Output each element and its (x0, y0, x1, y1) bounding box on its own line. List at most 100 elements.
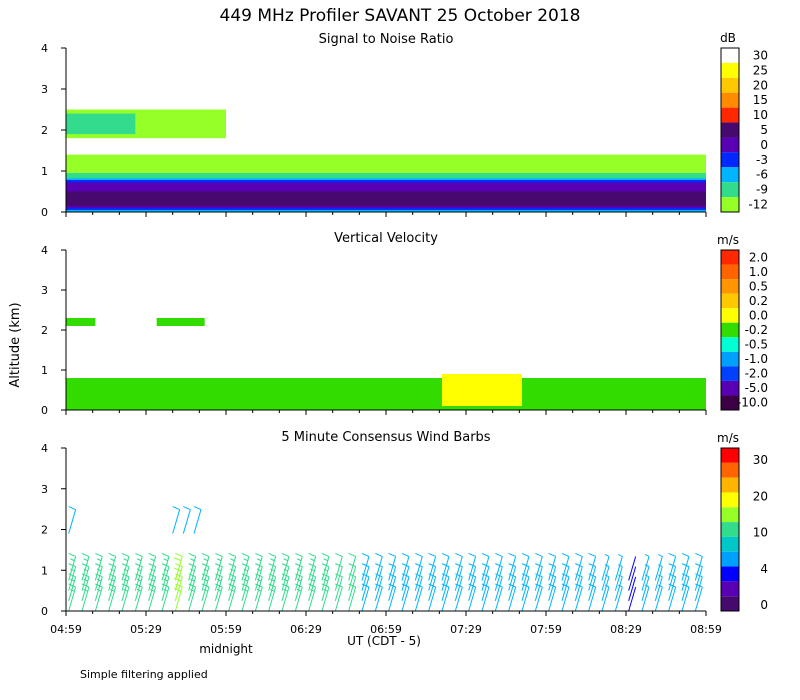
y-tick-label: 1 (41, 165, 48, 178)
wind-barb (681, 573, 690, 601)
colorbar-swatch (721, 581, 739, 597)
wind-barb (401, 552, 410, 581)
wind-barb (294, 563, 303, 591)
colorbar-label: 2.0 (749, 250, 768, 264)
wind-barb (81, 573, 90, 601)
wind-barb (201, 583, 210, 612)
wind-barb (401, 563, 410, 591)
colorbar-swatch (721, 492, 739, 508)
wind-barb (108, 563, 117, 591)
wind-barb (321, 573, 330, 601)
wind-barb (681, 583, 690, 612)
wind-barb (161, 563, 170, 591)
wind-barb (521, 552, 530, 581)
wind-barb (454, 552, 463, 581)
wind-barb (108, 583, 117, 612)
wind-barb (388, 552, 397, 581)
wind-barb (308, 563, 317, 591)
colorbar-swatch (721, 566, 739, 582)
y-axis-label: Altitude (km) (8, 302, 23, 387)
x-tick-label: 08:59 (690, 623, 722, 636)
wind-barb (254, 552, 263, 581)
wind-barb (68, 563, 77, 591)
wind-barb (414, 573, 423, 601)
colorbar-swatch (721, 137, 739, 153)
wind-barb (348, 573, 357, 601)
wind-barb (121, 573, 130, 601)
y-tick-label: 2 (41, 124, 48, 137)
wind-barb (561, 552, 570, 581)
colorbar-label: 30 (753, 453, 768, 467)
wind-barb (94, 573, 103, 601)
y-tick-label: 4 (41, 42, 48, 55)
colorbar-swatch (721, 152, 739, 168)
colorbar-swatch (721, 522, 739, 537)
colorbar-swatch (721, 551, 739, 567)
wind-barb (641, 553, 650, 581)
colorbar-label: -0.5 (745, 338, 768, 352)
wind-barb (494, 552, 503, 581)
data-layer-5 (66, 191, 706, 206)
wind-barb (81, 563, 90, 591)
colorbar-swatch (721, 48, 739, 63)
y-tick-label: 4 (41, 442, 48, 455)
colorbar-swatch (721, 462, 739, 478)
wind-barb (414, 583, 423, 612)
data-layer--9 (66, 113, 136, 135)
wind-barb (561, 563, 570, 591)
wind-barb (628, 556, 637, 581)
wind-barb (614, 553, 623, 581)
colorbar-frame (720, 447, 740, 612)
wind-barb (454, 583, 463, 612)
colorbar-swatch (721, 596, 739, 611)
wind-barb (414, 563, 423, 591)
y-tick-label: 3 (41, 483, 48, 496)
wind-barb (173, 552, 183, 581)
x-tick-label: 06:59 (370, 623, 402, 636)
wind-barb (268, 552, 277, 581)
wind-barb (508, 552, 517, 581)
wind-barb (81, 552, 90, 581)
wind-barb (494, 583, 503, 612)
panel-title: 5 Minute Consensus Wind Barbs (281, 430, 490, 445)
wind-barb (348, 583, 357, 612)
panel-0: Signal to Noise Ratio01234dB302520151050… (41, 31, 768, 219)
wind-barb (94, 563, 103, 591)
colorbar-frame (720, 47, 740, 213)
colorbar-swatch (721, 197, 739, 212)
colorbar-label: 20 (753, 489, 768, 503)
wind-barb (281, 583, 290, 612)
wind-barb (441, 573, 450, 601)
wind-barb (228, 552, 237, 581)
wind-barb (654, 574, 663, 601)
colorbar-swatch (721, 167, 739, 183)
wind-barb (268, 573, 277, 601)
wind-barb (601, 584, 610, 612)
wind-barb (374, 563, 383, 591)
colorbar-label: 25 (753, 63, 768, 77)
wind-barb (694, 563, 703, 591)
wind-barb (414, 552, 423, 581)
colorbar-label: 1.0 (749, 265, 768, 279)
wind-barb (361, 552, 370, 581)
colorbar-unit: dB (720, 31, 736, 45)
wind-barb (148, 563, 157, 591)
colorbar-label: -9 (756, 183, 768, 197)
wind-barb (481, 552, 490, 581)
wind-barb (468, 563, 477, 591)
wind-barb (188, 583, 197, 612)
y-tick-label: 0 (41, 404, 48, 417)
wind-barb (628, 566, 637, 591)
wind-barb (228, 573, 237, 601)
wind-barb (241, 563, 250, 591)
wind-barb (534, 563, 543, 591)
colorbar-swatch (721, 308, 739, 323)
wind-barb (294, 573, 303, 601)
colorbar-label: 10 (753, 526, 768, 540)
colorbar-label: 15 (753, 93, 768, 107)
colorbar-swatch (721, 507, 739, 523)
wind-barb (681, 563, 690, 591)
wind-barb (68, 506, 77, 534)
colorbar-swatch (721, 293, 739, 309)
colorbar-swatch (721, 448, 739, 463)
